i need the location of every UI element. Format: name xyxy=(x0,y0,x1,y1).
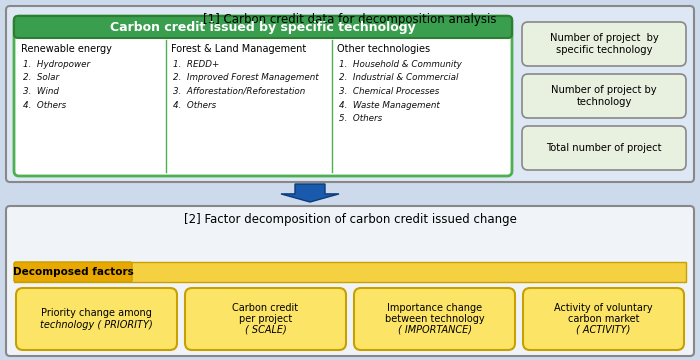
Text: technology ( PRIORITY): technology ( PRIORITY) xyxy=(40,320,153,329)
Text: 1.  REDD+: 1. REDD+ xyxy=(173,60,219,69)
Bar xyxy=(14,262,686,282)
Text: 2.  Improved Forest Management: 2. Improved Forest Management xyxy=(173,73,318,82)
Text: 3.  Afforestation/Reforestation: 3. Afforestation/Reforestation xyxy=(173,87,305,96)
Text: ( SCALE): ( SCALE) xyxy=(244,325,286,335)
Text: 5.  Others: 5. Others xyxy=(339,114,382,123)
FancyBboxPatch shape xyxy=(6,6,694,182)
FancyBboxPatch shape xyxy=(6,206,694,356)
Text: between technology: between technology xyxy=(385,314,484,324)
Text: 1.  Household & Community: 1. Household & Community xyxy=(339,60,462,69)
Text: [2] Factor decomposition of carbon credit issued change: [2] Factor decomposition of carbon credi… xyxy=(183,213,517,226)
Text: Forest & Land Management: Forest & Land Management xyxy=(171,44,307,54)
FancyBboxPatch shape xyxy=(522,74,686,118)
FancyBboxPatch shape xyxy=(14,262,132,282)
FancyBboxPatch shape xyxy=(522,126,686,170)
FancyBboxPatch shape xyxy=(14,16,512,38)
Text: Number of project by
technology: Number of project by technology xyxy=(551,85,657,107)
Text: 4.  Others: 4. Others xyxy=(173,100,216,109)
Text: per project: per project xyxy=(239,314,292,324)
Text: Carbon credit: Carbon credit xyxy=(232,303,299,313)
Text: Renewable energy: Renewable energy xyxy=(21,44,112,54)
Text: 2.  Solar: 2. Solar xyxy=(23,73,59,82)
Text: ( IMPORTANCE): ( IMPORTANCE) xyxy=(398,325,472,335)
FancyBboxPatch shape xyxy=(523,288,684,350)
FancyBboxPatch shape xyxy=(354,288,515,350)
FancyBboxPatch shape xyxy=(16,288,177,350)
Text: 1.  Hydropower: 1. Hydropower xyxy=(23,60,90,69)
Text: Decomposed factors: Decomposed factors xyxy=(13,267,134,277)
FancyBboxPatch shape xyxy=(185,288,346,350)
Text: Number of project  by
specific technology: Number of project by specific technology xyxy=(550,33,659,55)
Text: 4.  Others: 4. Others xyxy=(23,100,66,109)
Text: Activity of voluntary: Activity of voluntary xyxy=(554,303,653,313)
Text: 3.  Wind: 3. Wind xyxy=(23,87,59,96)
Text: Other technologies: Other technologies xyxy=(337,44,430,54)
Text: Total number of project: Total number of project xyxy=(546,143,662,153)
Polygon shape xyxy=(281,184,339,202)
Text: carbon market: carbon market xyxy=(568,314,639,324)
Text: Carbon credit issued by specific technology: Carbon credit issued by specific technol… xyxy=(110,21,416,33)
Text: 3.  Chemical Processes: 3. Chemical Processes xyxy=(339,87,440,96)
FancyBboxPatch shape xyxy=(14,16,512,176)
Text: ( ACTIVITY): ( ACTIVITY) xyxy=(576,325,631,335)
Text: Importance change: Importance change xyxy=(387,303,482,313)
Text: 4.  Waste Management: 4. Waste Management xyxy=(339,100,440,109)
Text: 2.  Industrial & Commercial: 2. Industrial & Commercial xyxy=(339,73,459,82)
Text: Priority change among: Priority change among xyxy=(41,309,152,319)
FancyBboxPatch shape xyxy=(522,22,686,66)
Text: [1] Carbon credit data for decomposition analysis: [1] Carbon credit data for decomposition… xyxy=(203,13,497,26)
